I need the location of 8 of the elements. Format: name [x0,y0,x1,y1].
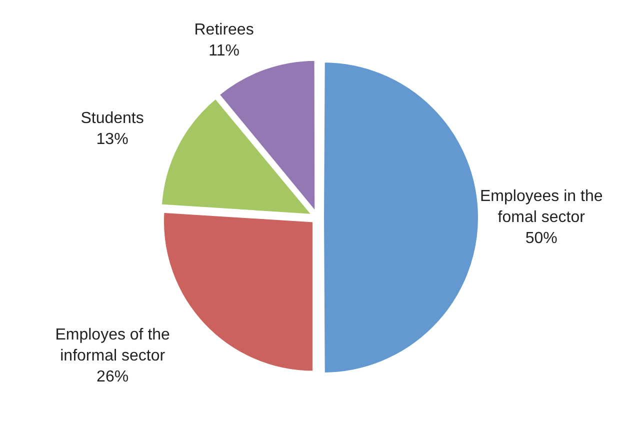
slice-label: Students [80,110,144,127]
data-label: 13% [96,130,128,148]
slice-label: Retirees [194,22,254,39]
data-label: 26% [96,368,129,386]
slice-label: Employees in the fomal sector [480,188,603,226]
data-label: 11% [208,42,240,60]
slice-label: Employes of the informal sector [55,326,170,364]
data-label: 50% [525,230,558,247]
